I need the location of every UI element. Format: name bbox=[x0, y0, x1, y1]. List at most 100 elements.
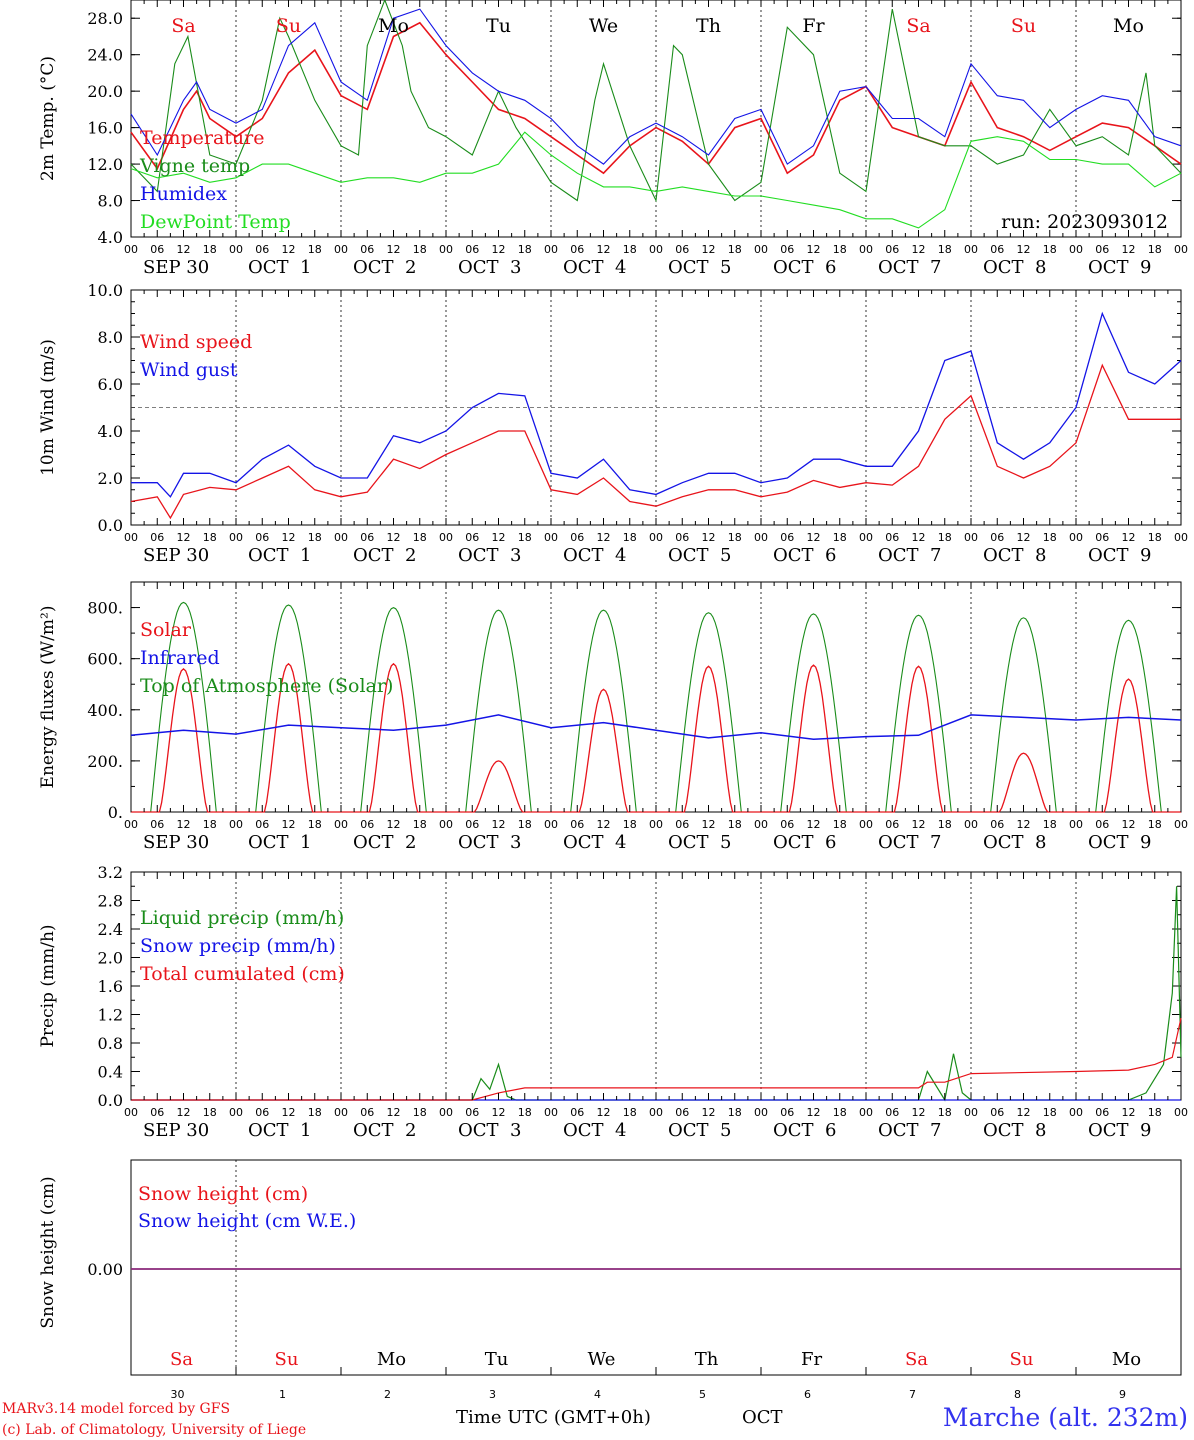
date-label: OCT 9 bbox=[1088, 832, 1151, 853]
hour-label: 18 bbox=[518, 818, 532, 831]
hour-label: 12 bbox=[177, 1106, 191, 1119]
hour-label: 06 bbox=[465, 243, 479, 256]
date-label: OCT 6 bbox=[773, 257, 836, 278]
hour-label: 00 bbox=[439, 1106, 453, 1119]
hour-label: 12 bbox=[702, 1106, 716, 1119]
hour-label: 06 bbox=[255, 818, 269, 831]
hour-label: 00 bbox=[124, 818, 138, 831]
hour-label: 06 bbox=[360, 818, 374, 831]
legend-entry: Solar bbox=[140, 619, 192, 641]
series-line-infrared bbox=[130, 714, 1182, 740]
y-tick-label: 0.00 bbox=[87, 1260, 123, 1279]
hour-label: 12 bbox=[492, 1106, 506, 1119]
date-label: OCT 4 bbox=[563, 545, 626, 566]
weekday-label: Su bbox=[276, 15, 301, 37]
hour-label: 06 bbox=[885, 818, 899, 831]
hour-label: 06 bbox=[360, 1106, 374, 1119]
hour-label: 18 bbox=[1043, 243, 1057, 256]
legend-entry: Snow precip (mm/h) bbox=[140, 935, 336, 957]
hour-label: 00 bbox=[229, 818, 243, 831]
y-tick-label: 0.0 bbox=[98, 1091, 123, 1110]
hour-label: 12 bbox=[702, 243, 716, 256]
day-number: 7 bbox=[909, 1388, 916, 1401]
hour-label: 12 bbox=[177, 818, 191, 831]
date-label: OCT 2 bbox=[353, 257, 416, 278]
hour-label: 06 bbox=[465, 818, 479, 831]
hour-label: 06 bbox=[1095, 818, 1109, 831]
weekday-label: Th bbox=[695, 1349, 719, 1370]
date-label: OCT 7 bbox=[878, 1120, 941, 1141]
y-tick-label: 10.0 bbox=[87, 281, 123, 300]
date-label: SEP 30 bbox=[143, 257, 209, 278]
hour-label: 06 bbox=[465, 1106, 479, 1119]
hour-label: 18 bbox=[413, 1106, 427, 1119]
hour-label: 18 bbox=[938, 243, 952, 256]
date-label: OCT 2 bbox=[353, 832, 416, 853]
hour-label: 06 bbox=[150, 243, 164, 256]
hour-label: 00 bbox=[859, 818, 873, 831]
month-label: OCT bbox=[742, 1407, 783, 1428]
weekday-label: Sa bbox=[905, 1349, 928, 1370]
hour-label: 12 bbox=[177, 531, 191, 544]
hour-label: 12 bbox=[282, 243, 296, 256]
hour-label: 12 bbox=[492, 243, 506, 256]
legend-entry: Snow height (cm W.E.) bbox=[138, 1210, 356, 1232]
hour-label: 00 bbox=[334, 531, 348, 544]
hour-label: 18 bbox=[1148, 531, 1162, 544]
date-label: SEP 30 bbox=[143, 832, 209, 853]
hour-label: 00 bbox=[754, 531, 768, 544]
weekday-label: Mo bbox=[1113, 15, 1144, 37]
hour-label: 12 bbox=[597, 531, 611, 544]
hour-label: 18 bbox=[833, 818, 847, 831]
hour-label: 18 bbox=[623, 1106, 637, 1119]
day-number: 30 bbox=[171, 1388, 185, 1401]
date-label: OCT 2 bbox=[353, 1120, 416, 1141]
series-line-liquid bbox=[131, 886, 1182, 1102]
date-label: OCT 8 bbox=[983, 832, 1046, 853]
date-label: OCT 5 bbox=[668, 832, 731, 853]
y-tick-label: 2.0 bbox=[98, 949, 123, 968]
y-tick-label: 3.2 bbox=[98, 863, 123, 882]
date-label: OCT 5 bbox=[668, 1120, 731, 1141]
hour-label: 18 bbox=[728, 243, 742, 256]
hour-label: 18 bbox=[1148, 1106, 1162, 1119]
date-label: OCT 6 bbox=[773, 832, 836, 853]
y-tick-label: 24.0 bbox=[87, 46, 123, 65]
hour-label: 06 bbox=[1095, 243, 1109, 256]
legend-4: Snow height (cm) Snow height (cm W.E.) bbox=[138, 1183, 356, 1232]
hour-label: 12 bbox=[1017, 818, 1031, 831]
weekday-label: Mo bbox=[1112, 1349, 1141, 1370]
time-axis-2: 00 06 12 18 00 06 12 18 00 06 12 18 00 06 12 18 00 06 12 18… bbox=[124, 582, 1188, 853]
date-label: OCT 1 bbox=[248, 545, 311, 566]
hour-label: 12 bbox=[912, 1106, 926, 1119]
hour-label: 12 bbox=[1122, 531, 1136, 544]
hour-label: 00 bbox=[544, 243, 558, 256]
day-number: 9 bbox=[1119, 1388, 1126, 1401]
hour-label: 18 bbox=[203, 1106, 217, 1119]
hour-label: 18 bbox=[623, 243, 637, 256]
hour-label: 00 bbox=[334, 818, 348, 831]
hour-label: 18 bbox=[1043, 818, 1057, 831]
hour-label: 12 bbox=[1017, 1106, 1031, 1119]
hour-label: 06 bbox=[150, 1106, 164, 1119]
date-label: OCT 9 bbox=[1088, 1120, 1151, 1141]
hour-label: 00 bbox=[544, 818, 558, 831]
hour-label: 12 bbox=[1122, 1106, 1136, 1119]
hour-label: 06 bbox=[1095, 1106, 1109, 1119]
y-tick-label: 1.2 bbox=[98, 1006, 123, 1025]
hour-label: 18 bbox=[728, 1106, 742, 1119]
hour-label: 06 bbox=[1095, 531, 1109, 544]
date-label: OCT 7 bbox=[878, 545, 941, 566]
y-tick-label: 2.4 bbox=[98, 920, 123, 939]
hour-label: 18 bbox=[413, 531, 427, 544]
hour-label: 00 bbox=[964, 818, 978, 831]
location-label: Marche (alt. 232m) bbox=[943, 1403, 1188, 1432]
hour-label: 06 bbox=[990, 818, 1004, 831]
hour-label: 12 bbox=[597, 1106, 611, 1119]
hour-label: 18 bbox=[728, 531, 742, 544]
hour-label: 06 bbox=[675, 243, 689, 256]
hour-label: 06 bbox=[360, 243, 374, 256]
hour-label: 00 bbox=[544, 1106, 558, 1119]
hour-label: 06 bbox=[885, 531, 899, 544]
credit-line-1: MARv3.14 model forced by GFS bbox=[2, 1401, 230, 1417]
